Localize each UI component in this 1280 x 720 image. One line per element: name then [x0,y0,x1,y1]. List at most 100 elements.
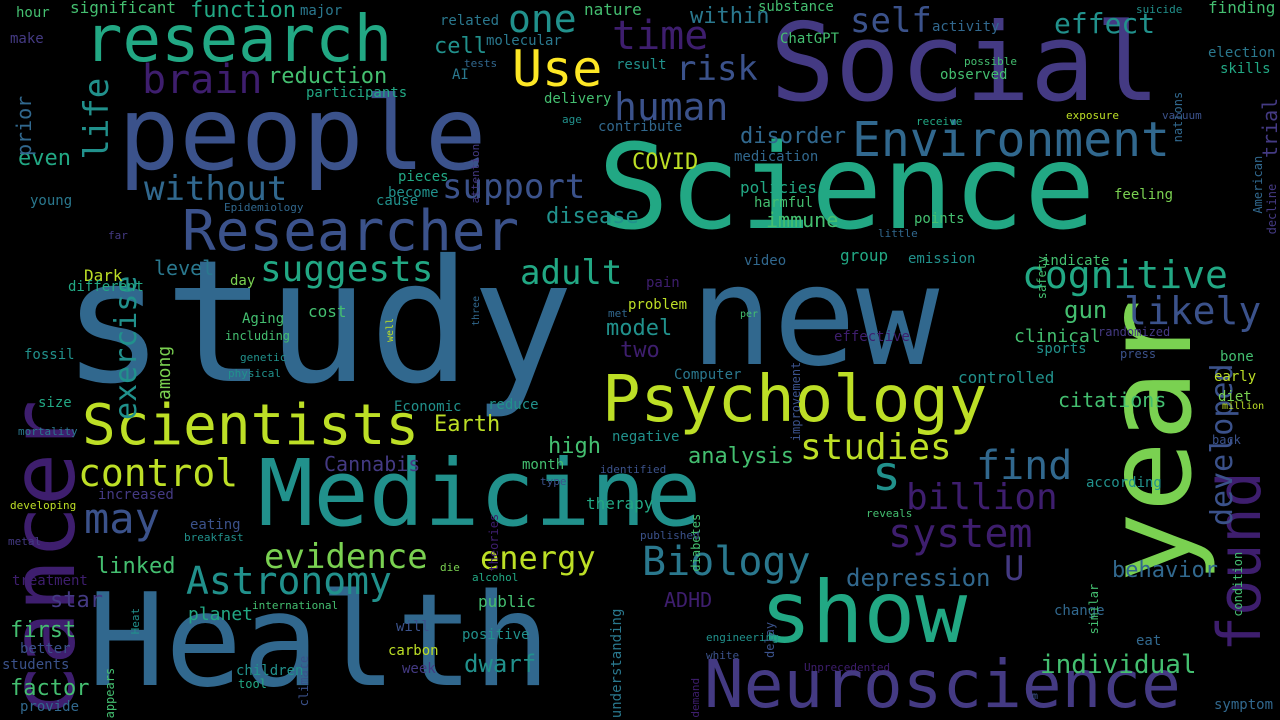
cloud-word: understanding [609,608,625,718]
cloud-word: major [300,3,343,19]
cloud-word: two [620,338,660,363]
cloud-word: public [478,592,536,611]
cloud-word: group [840,246,889,265]
cloud-word: feeling [1114,187,1174,203]
cloud-word: find [976,443,1073,489]
cloud-word: Researcher [182,199,520,264]
cloud-word: harmful [754,195,814,211]
cloud-word: ADHD [664,588,713,612]
cloud-word: first [10,618,77,643]
cloud-word: time [612,13,709,59]
cloud-word: developing [10,499,77,512]
cloud-word: citations [1058,388,1167,412]
cloud-word: students [2,657,70,673]
cloud-word: prior [12,95,36,156]
cloud-word: gun [1064,296,1108,324]
cloud-word: level [154,256,215,280]
cloud-word: immune [766,208,839,232]
cloud-word: Dark [84,266,123,285]
cloud-word: Health [88,567,551,716]
cloud-word: white [706,649,740,662]
cloud-word: cell [434,34,487,59]
cloud-word: three [471,295,482,326]
cloud-word: cause [376,193,419,209]
cloud-word: carbon [388,643,439,659]
cloud-word: published [640,529,700,542]
cloud-word: back [1212,433,1241,447]
cloud-word: far [108,229,128,242]
cloud-word: Economic [394,399,462,415]
cloud-word: exposure [1066,109,1119,122]
cloud-word: theories [487,513,501,572]
cloud-word: possible [964,55,1017,68]
cloud-word: even [18,146,71,171]
cloud-word: may [84,494,160,543]
cloud-word: election [1208,45,1276,61]
cloud-word: research [84,3,393,77]
cloud-word: tool [238,677,267,691]
cloud-word: clinical [1014,326,1101,347]
cloud-word: change [1054,603,1105,619]
cloud-word: appears [103,667,117,718]
cloud-word: Unprecedented [804,661,891,674]
cloud-word: s [872,446,901,502]
cloud-word: video [744,253,787,269]
cloud-word: result [616,57,667,73]
cloud-word: finding [1208,0,1276,17]
cloud-word: significant [70,0,176,17]
cloud-word: control [78,451,239,495]
cloud-word: Earth [434,412,501,437]
cloud-word: molecular [486,33,562,49]
cloud-word: factor [10,676,90,701]
cloud-word: planet [188,604,254,625]
cloud-word: model [606,316,673,341]
cloud-word: effective [834,329,910,345]
cloud-word: Computer [674,367,742,383]
cloud-word: children [236,663,304,679]
cloud-word: increased [98,487,174,503]
cloud-word: analysis [688,444,794,469]
cloud-word: negative [612,429,680,445]
cloud-word: sports [1036,341,1087,357]
cloud-word: receive [916,115,963,128]
cloud-word: Medicine [258,440,702,547]
cloud-word: pieces [398,169,449,185]
cloud-word: Scientists [82,393,420,458]
cloud-word: pain [646,275,680,291]
cloud-word: demand [689,678,702,718]
cloud-word: Biology [642,539,811,585]
cloud-word: people [118,75,487,194]
cloud-word: nature [584,0,642,19]
cloud-word: risk [676,49,758,89]
cloud-word: day [230,273,256,289]
cloud-word: alcohol [472,571,519,584]
cloud-word: among [154,345,175,400]
cloud-word: studies [800,427,952,468]
cloud-word: individual [1040,650,1197,680]
cloud-word: system [888,511,1033,557]
cloud-word: within [690,4,770,29]
cloud-word: Use [512,40,603,98]
cloud-word: safety [1035,255,1049,300]
cloud-word: identified [600,463,667,476]
cloud-word: better [20,641,71,657]
cloud-word: age [562,113,582,126]
cloud-word: size [38,395,72,411]
cloud-word: problem [628,297,688,313]
cloud-word: press [1120,347,1157,361]
cloud-word: observed [940,67,1008,83]
cloud-word: life [77,77,117,160]
cloud-word: year [1080,299,1218,584]
cloud-word: per [740,309,759,320]
cloud-word: become [388,185,439,201]
cloud-word: m [1032,691,1039,702]
cloud-word: little [878,227,918,240]
cloud-word: Cannabis [324,452,421,476]
cloud-word: dwarf [464,650,537,678]
cloud-word: type [540,475,567,488]
cloud-word: decline [1265,183,1279,235]
cloud-word: similar [1087,583,1101,635]
cloud-word: study [62,224,574,422]
cloud-word: well [385,317,396,342]
